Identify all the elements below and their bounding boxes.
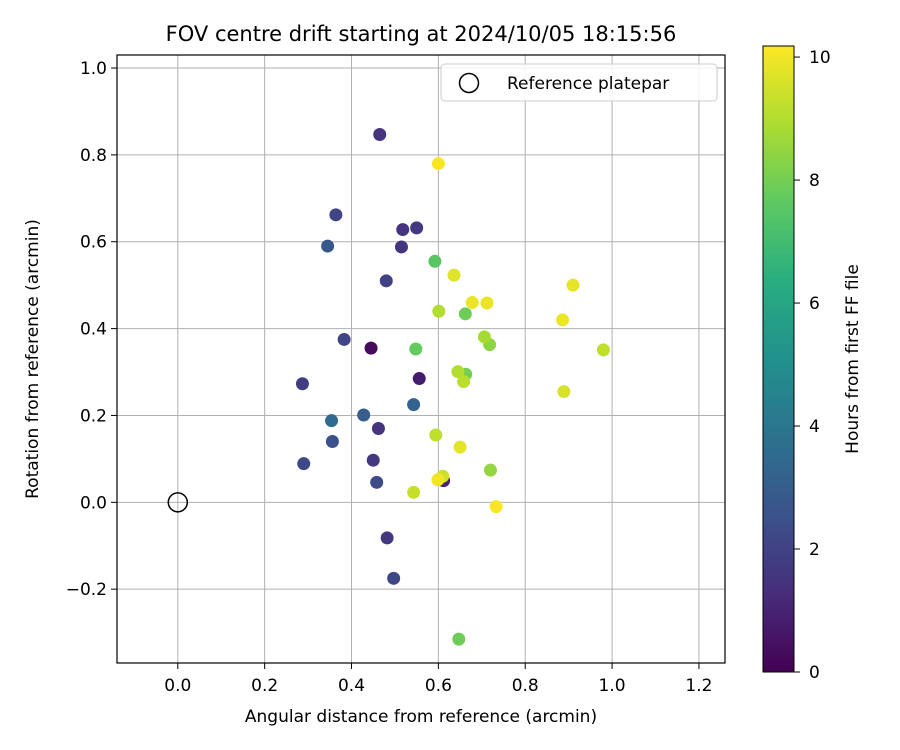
scatter-point <box>453 440 467 454</box>
y-tick-label: 0.6 <box>80 233 107 253</box>
x-tick-label: 1.2 <box>685 676 712 696</box>
scatter-point <box>407 398 421 412</box>
x-tick-label: 0.8 <box>512 676 539 696</box>
colorbar-tick-label: 8 <box>809 171 820 191</box>
y-tick-label: 0.8 <box>80 146 107 166</box>
scatter-point <box>431 473 445 487</box>
colorbar-tick-label: 10 <box>809 48 831 68</box>
legend: Reference platepar <box>440 63 718 102</box>
scatter-point <box>409 342 423 356</box>
scatter-point <box>371 421 385 435</box>
colorbar-tick-label: 0 <box>809 663 820 683</box>
scatter-point <box>394 240 408 254</box>
x-tick-label: 1.0 <box>599 676 626 696</box>
colorbar-ticks: 0 2 4 6 8 10 <box>794 48 831 683</box>
scatter-point <box>429 428 443 442</box>
colorbar-tick-label: 6 <box>809 294 820 314</box>
x-axis-ticks: 0.0 0.2 0.4 0.6 0.8 1.0 1.2 <box>164 663 712 696</box>
scatter-point <box>457 375 471 389</box>
scatter-point <box>465 296 479 310</box>
scatter-point <box>337 332 351 346</box>
scatter-point <box>387 571 401 585</box>
scatter-point <box>325 435 339 449</box>
scatter-point <box>379 274 393 288</box>
reference-platepar-marker <box>167 492 189 513</box>
scatter-point <box>480 296 494 310</box>
scatter-point <box>329 208 343 222</box>
scatter-point <box>431 157 445 171</box>
legend-box <box>440 63 718 102</box>
colorbar-label: Hours from first FF file <box>843 264 863 454</box>
y-tick-label: 0.2 <box>80 406 107 426</box>
scatter-point <box>325 414 339 428</box>
scatter-point <box>432 304 446 318</box>
scatter-point <box>557 385 571 399</box>
colorbar-tick-label: 4 <box>809 417 820 437</box>
scatter-point <box>596 343 610 357</box>
scatter-point <box>295 377 309 391</box>
colorbar-tick-label: 2 <box>809 540 820 560</box>
scatter-point <box>489 500 503 514</box>
scatter-point <box>451 365 465 379</box>
scatter-points <box>295 127 610 646</box>
plot-frame <box>116 54 726 664</box>
x-tick-label: 0.2 <box>251 676 278 696</box>
scatter-point <box>370 475 384 489</box>
scatter-point <box>321 239 335 253</box>
scatter-point <box>410 221 424 235</box>
scatter-point <box>366 453 380 467</box>
grid-lines <box>117 55 725 663</box>
scatter-point <box>297 457 311 471</box>
scatter-point <box>566 278 580 292</box>
scatter-point <box>396 223 410 237</box>
y-tick-label: 0.0 <box>80 493 107 513</box>
scatter-point <box>380 531 394 545</box>
scatter-point <box>357 408 371 422</box>
y-tick-label: 1.0 <box>80 59 107 79</box>
colorbar <box>762 45 795 673</box>
scatter-point <box>458 307 472 321</box>
scatter-point <box>483 463 497 477</box>
scatter-point <box>556 313 570 327</box>
legend-marker-open-circle <box>458 72 480 94</box>
y-tick-label: −0.2 <box>66 580 107 600</box>
y-tick-label: 0.4 <box>80 320 107 340</box>
scatter-point <box>447 268 461 282</box>
scatter-point <box>373 127 387 141</box>
scatter-point <box>477 330 491 344</box>
scatter-point <box>428 254 442 268</box>
x-axis-label: Angular distance from reference (arcmin) <box>245 707 597 727</box>
scatter-point <box>452 632 466 646</box>
reference-point <box>167 492 189 513</box>
chart-title: FOV centre drift starting at 2024/10/05 … <box>166 22 677 46</box>
scatter-point <box>407 485 421 499</box>
scatter-point <box>364 341 378 355</box>
legend-label: Reference platepar <box>507 74 669 94</box>
x-tick-label: 0.4 <box>338 676 365 696</box>
y-axis-label: Rotation from reference (arcmin) <box>23 219 43 499</box>
x-tick-label: 0.6 <box>425 676 452 696</box>
y-axis-ticks: −0.2 0.0 0.2 0.4 0.6 0.8 1.0 <box>66 59 117 600</box>
x-tick-label: 0.0 <box>164 676 191 696</box>
scatter-point <box>412 372 426 386</box>
